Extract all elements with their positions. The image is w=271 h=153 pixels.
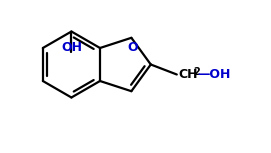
Text: OH: OH bbox=[61, 41, 82, 54]
Text: CH: CH bbox=[179, 68, 198, 81]
Text: —OH: —OH bbox=[198, 68, 231, 81]
Text: O: O bbox=[127, 41, 138, 54]
Text: 2: 2 bbox=[193, 67, 199, 76]
